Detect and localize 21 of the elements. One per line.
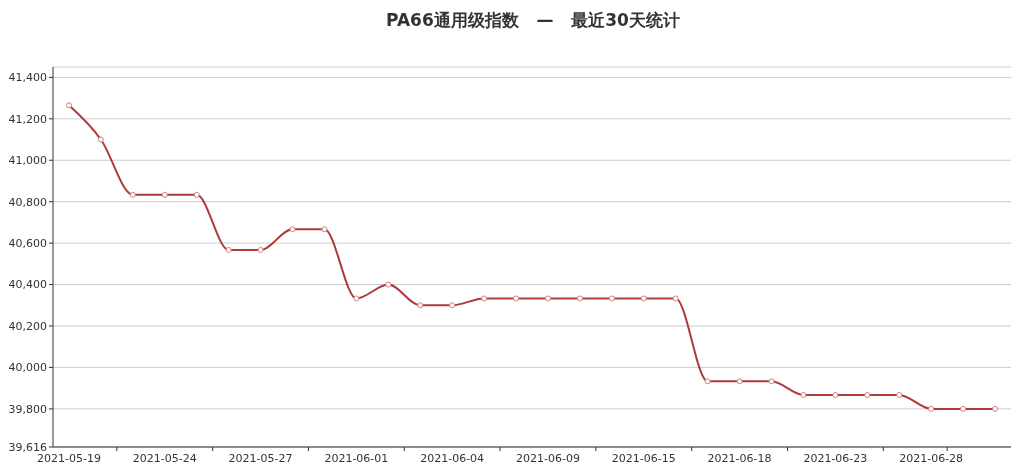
x-tick-label: 2021-06-28 [899, 452, 964, 465]
y-tick-label: 40,400 [8, 278, 47, 292]
y-tick-label: 40,800 [8, 195, 47, 209]
x-tick-label: 2021-06-09 [516, 452, 580, 465]
y-tick-label: 40,200 [8, 319, 47, 333]
y-tick-label: 39,616 [8, 440, 47, 454]
x-tick-label: 2021-05-24 [132, 452, 197, 465]
y-tick-label: 41,400 [8, 71, 47, 85]
x-tick-label: 2021-05-27 [228, 452, 293, 465]
y-tick-label: 40,600 [8, 236, 47, 250]
y-tick-label: 39,800 [8, 402, 47, 416]
x-tick-label: 2021-06-01 [324, 452, 389, 465]
x-tick-label: 2021-05-19 [37, 452, 101, 465]
chart-title: PA66通用级指数 — 最近30天统计 [386, 10, 680, 30]
y-tick-label: 41,000 [8, 154, 47, 168]
x-tick-label: 2021-06-18 [707, 452, 772, 465]
x-tick-label: 2021-06-04 [420, 452, 485, 465]
x-tick-label: 2021-06-23 [803, 452, 868, 465]
y-tick-label: 40,000 [8, 361, 47, 375]
x-tick-label: 2021-06-15 [611, 452, 676, 465]
y-tick-label: 41,200 [8, 112, 47, 126]
